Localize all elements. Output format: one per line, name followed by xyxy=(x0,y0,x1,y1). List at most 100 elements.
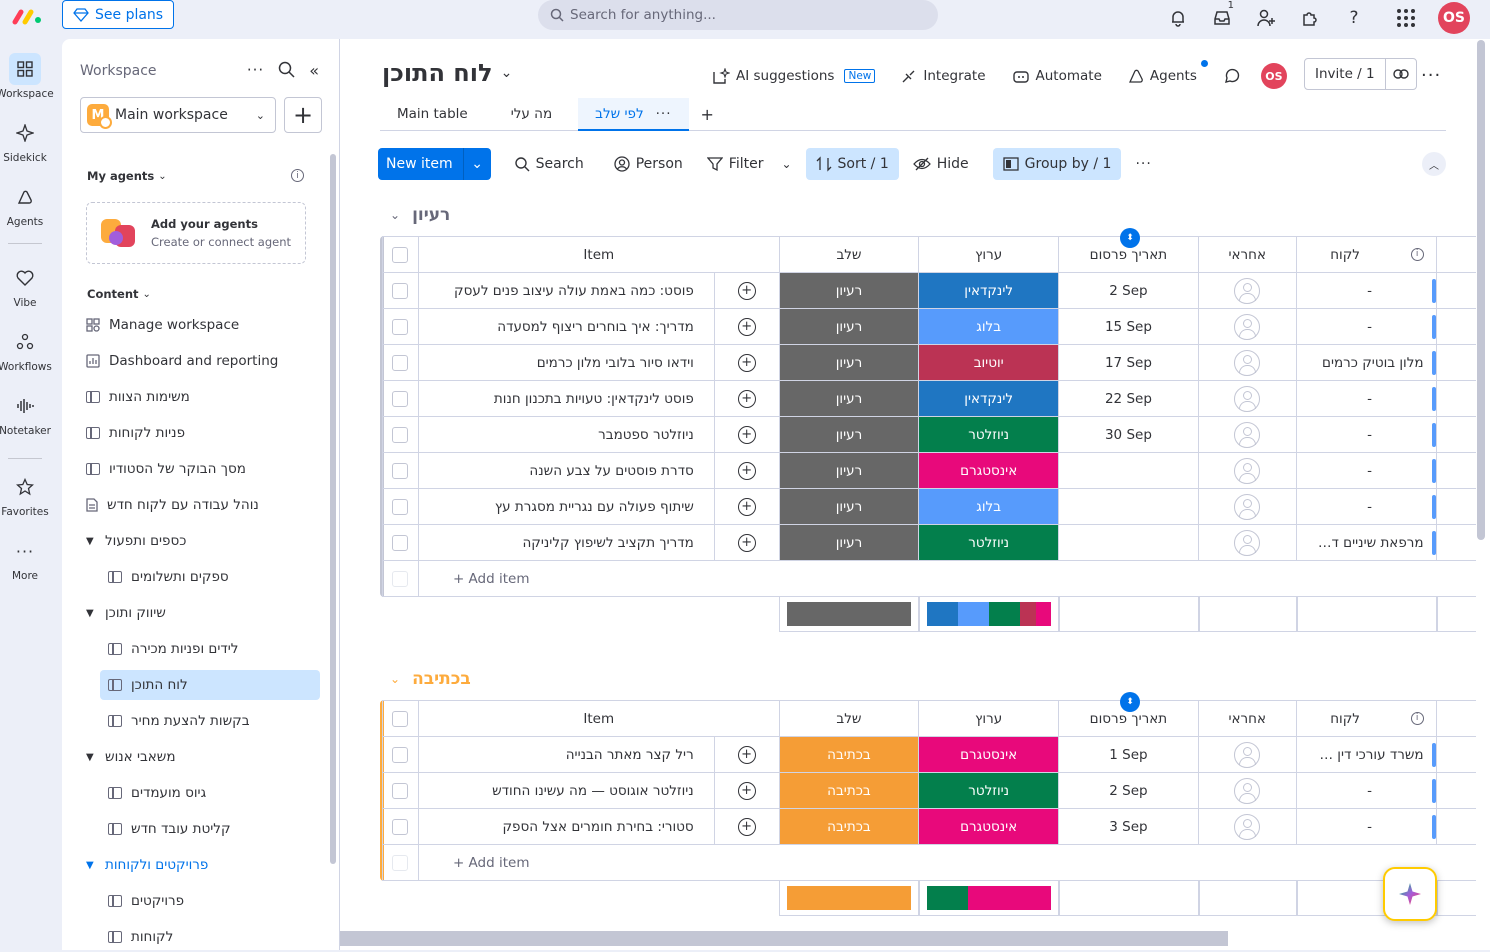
publish-date-cell[interactable] xyxy=(1058,452,1199,489)
row-checkbox[interactable] xyxy=(382,416,419,453)
sidebar-item-dashboard[interactable]: Dashboard and reporting xyxy=(84,346,320,376)
sidebar-folder[interactable]: ▼ כספים ותפעול xyxy=(84,526,320,556)
item-name-cell[interactable]: פוסט לינקדאין: טעויות בתכנון חנות xyxy=(417,380,715,417)
info-icon[interactable]: i xyxy=(1410,712,1424,725)
owner-cell[interactable] xyxy=(1197,808,1297,845)
sidebar-item-board[interactable]: לידים ופניות מכירה xyxy=(106,634,320,664)
channel-status-cell[interactable]: בלוג xyxy=(918,308,1060,345)
sidebar-item-board[interactable]: קליטת עובד חדש xyxy=(106,814,320,844)
toolbar-more-button[interactable]: ··· xyxy=(1125,148,1161,180)
ai-assistant-button[interactable] xyxy=(1383,867,1437,921)
publish-date-cell[interactable]: 30 Sep xyxy=(1058,416,1199,453)
add-update-button[interactable]: + xyxy=(713,772,780,809)
stage-summary-cell[interactable] xyxy=(779,596,919,632)
add-view-button[interactable]: + xyxy=(700,104,714,124)
workspace-selector[interactable]: M Main workspace ⌄ xyxy=(80,97,276,133)
owner-cell[interactable] xyxy=(1197,380,1297,417)
row-checkbox[interactable] xyxy=(382,524,419,561)
apps-launcher-button[interactable] xyxy=(1384,4,1428,32)
item-name-cell[interactable]: סדרת פוסטים על צבע השנה xyxy=(417,452,715,489)
sidebar-item-board[interactable]: מסך הבוקר של הסטודיו xyxy=(84,454,320,484)
sidebar-folder[interactable]: ▼ פרויקטים ולקוחות xyxy=(84,850,320,880)
stage-status-cell[interactable]: רעיון xyxy=(778,344,920,381)
channel-status-cell[interactable]: בלוג xyxy=(918,488,1060,525)
add-update-button[interactable]: + xyxy=(713,380,780,417)
global-search-input[interactable]: Search for anything... xyxy=(538,0,938,30)
channel-status-cell[interactable]: אינסטגרם xyxy=(918,736,1060,773)
row-checkbox[interactable] xyxy=(382,452,419,489)
rail-favorites[interactable]: Favorites xyxy=(0,471,50,518)
table-row[interactable]: סטורי: בחירת חומרים אצל הספק + בכתיבה אינסט… xyxy=(382,808,1476,845)
content-section[interactable]: Content ⌄ xyxy=(87,287,151,301)
add-agents-card[interactable]: Add your agents Create or connect agent xyxy=(86,202,306,264)
item-name-cell[interactable]: ריל קצר מאתר הבנייה xyxy=(417,736,715,773)
customer-cell[interactable]: - xyxy=(1295,308,1437,345)
publish-date-cell[interactable] xyxy=(1058,524,1199,561)
add-button[interactable]: + xyxy=(284,97,322,133)
add-item-input[interactable]: + Add item xyxy=(417,844,1476,881)
integrate-button[interactable]: Integrate xyxy=(901,68,986,84)
row-checkbox[interactable] xyxy=(382,344,419,381)
owner-cell[interactable] xyxy=(1197,344,1297,381)
add-column-cell[interactable] xyxy=(1435,700,1476,737)
item-name-cell[interactable]: מדריך: איך בוחרים ריצוף למסעדה xyxy=(417,308,715,345)
stage-status-cell[interactable]: רעיון xyxy=(778,524,920,561)
item-name-cell[interactable]: פוסט: כמה באמת עולה עיצוב פנים לעסק xyxy=(417,272,715,309)
stage-status-cell[interactable]: רעיון xyxy=(778,416,920,453)
customer-cell[interactable]: מלון בוטיק כרמים xyxy=(1295,344,1437,381)
invite-members-button[interactable] xyxy=(1244,4,1288,32)
monday-logo-icon[interactable] xyxy=(12,5,44,27)
channel-status-cell[interactable]: ניוזלטר xyxy=(918,416,1060,453)
row-checkbox[interactable] xyxy=(382,488,419,525)
sidebar-item-manage-workspace[interactable]: Manage workspace xyxy=(84,310,320,340)
stage-status-cell[interactable]: בכתיבה xyxy=(778,772,920,809)
channel-summary-cell[interactable] xyxy=(919,596,1059,632)
horizontal-scrollbar[interactable] xyxy=(340,931,1228,946)
add-item-input[interactable]: + Add item xyxy=(417,560,1476,597)
stage-status-cell[interactable]: בכתיבה xyxy=(778,808,920,845)
search-button[interactable]: Search xyxy=(505,148,594,180)
channel-status-cell[interactable]: אינסטגרם xyxy=(918,808,1060,845)
user-avatar[interactable]: OS xyxy=(1438,2,1470,34)
inbox-button[interactable]: 1 xyxy=(1200,0,1244,32)
customer-cell[interactable]: משרד עורכי דין שגב-לוי xyxy=(1295,736,1437,773)
customer-cell[interactable]: - xyxy=(1295,772,1437,809)
column-header-customer[interactable]: לקוח i xyxy=(1295,236,1437,273)
customer-cell[interactable]: מרפאת שיניים ד"ר ברנע xyxy=(1295,524,1437,561)
stage-status-cell[interactable]: רעיון xyxy=(778,488,920,525)
column-header-channel[interactable]: ערוץ xyxy=(918,236,1060,273)
rail-workspace[interactable]: Workspace xyxy=(0,53,54,100)
add-update-button[interactable]: + xyxy=(713,272,780,309)
table-row[interactable]: וידאו סיור בלובי מלון כרמים + רעיון יוטיוב 1… xyxy=(382,344,1476,381)
person-filter-button[interactable]: Person xyxy=(604,148,693,180)
link-icon[interactable] xyxy=(1386,69,1416,79)
notifications-button[interactable] xyxy=(1156,4,1200,32)
item-name-cell[interactable]: שיתוף פעולה עם נגריית מסגרת עץ xyxy=(417,488,715,525)
board-more-icon[interactable]: ··· xyxy=(1421,65,1442,86)
column-header-owner[interactable]: אחראי xyxy=(1197,700,1297,737)
tab-more-icon[interactable]: ··· xyxy=(655,106,672,122)
vertical-scrollbar[interactable] xyxy=(1477,40,1485,540)
row-checkbox[interactable] xyxy=(382,308,419,345)
publish-date-cell[interactable]: 17 Sep xyxy=(1058,344,1199,381)
group-header-writing[interactable]: ⌄ בכתיבה xyxy=(390,669,471,689)
add-update-button[interactable]: + xyxy=(713,488,780,525)
group-header-idea[interactable]: ⌄ רעיון xyxy=(390,205,450,225)
collapse-header-button[interactable]: ︿ xyxy=(1422,152,1446,176)
channel-summary-cell[interactable] xyxy=(919,880,1059,916)
customer-cell[interactable]: - xyxy=(1295,808,1437,845)
add-update-button[interactable]: + xyxy=(713,344,780,381)
sort-button[interactable]: Sort / 1 xyxy=(805,148,899,180)
owner-cell[interactable] xyxy=(1197,488,1297,525)
tab-main-table[interactable]: Main table xyxy=(397,106,468,122)
date-sort-icon[interactable]: ⬍ xyxy=(1120,692,1140,712)
agents-button[interactable]: Agents xyxy=(1128,60,1208,84)
chevron-down-icon[interactable]: ⌄ xyxy=(781,157,792,171)
customer-cell[interactable]: - xyxy=(1295,416,1437,453)
add-update-button[interactable]: + xyxy=(713,416,780,453)
hide-button[interactable]: Hide xyxy=(903,148,979,180)
add-update-button[interactable]: + xyxy=(713,736,780,773)
column-header-stage[interactable]: שלב xyxy=(778,236,920,273)
channel-status-cell[interactable]: יוטיוב xyxy=(918,344,1060,381)
owner-cell[interactable] xyxy=(1197,308,1297,345)
